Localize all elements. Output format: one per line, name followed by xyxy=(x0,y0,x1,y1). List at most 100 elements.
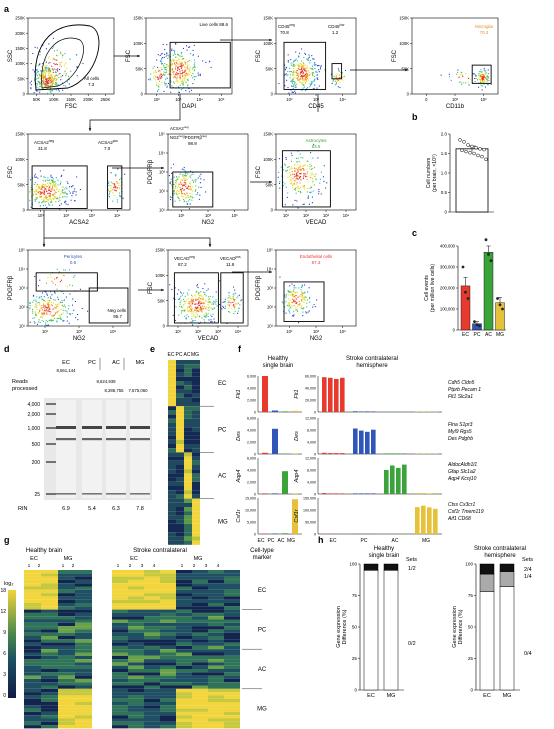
heat-cell xyxy=(176,511,184,516)
flow-event xyxy=(322,176,324,178)
flow-event xyxy=(38,186,40,188)
flow-event xyxy=(182,84,184,86)
heat-cell xyxy=(208,708,224,712)
heat-cell xyxy=(144,589,160,594)
flow-event xyxy=(289,285,291,287)
heat-cell xyxy=(176,570,192,574)
flow-event xyxy=(297,73,299,75)
flow-event xyxy=(215,291,217,293)
flow-event xyxy=(236,303,238,305)
flow-event xyxy=(302,165,304,167)
flow-event xyxy=(57,179,59,181)
heat-cell xyxy=(160,583,176,587)
flow-event xyxy=(35,73,37,75)
heat-cell xyxy=(144,652,160,656)
heat-cell xyxy=(192,511,200,516)
flow-event xyxy=(41,315,43,317)
bar xyxy=(322,377,327,412)
flow-event xyxy=(310,83,312,85)
flow-event xyxy=(178,55,180,57)
flow-event xyxy=(182,174,184,176)
heat-cell xyxy=(58,596,75,600)
flow-event xyxy=(191,303,193,305)
flow-event xyxy=(300,169,302,171)
flow-event xyxy=(39,82,41,84)
flow-event xyxy=(292,82,294,84)
flow-event xyxy=(33,321,35,323)
flow-event xyxy=(68,269,70,271)
flow-event xyxy=(40,197,42,199)
y-tick-label: 50K xyxy=(18,76,26,81)
bar xyxy=(365,431,370,454)
flow-event xyxy=(113,186,115,188)
flow-event xyxy=(303,185,305,187)
heat-cell xyxy=(192,385,200,390)
flow-event xyxy=(47,81,49,83)
heat-cell xyxy=(176,427,184,432)
x-tick-label: AC xyxy=(278,538,285,544)
flow-event xyxy=(292,65,294,67)
heat-cell xyxy=(176,603,192,607)
flow-event xyxy=(32,308,34,310)
flow-event xyxy=(195,298,197,300)
flow-event xyxy=(45,185,47,187)
flow-event xyxy=(178,59,180,61)
y-tick-label: 15,000 xyxy=(245,497,256,501)
heat-cell xyxy=(41,725,58,729)
gate-inner xyxy=(41,37,84,89)
flow-event xyxy=(176,72,178,74)
flow-event xyxy=(320,171,322,173)
flow-event xyxy=(182,310,184,312)
flow-event xyxy=(56,304,58,306)
flow-event xyxy=(291,185,293,187)
flow-event xyxy=(460,71,462,73)
flow-event xyxy=(166,83,168,85)
flow-event xyxy=(293,65,295,67)
heat-cell xyxy=(128,672,144,676)
group-label: EC xyxy=(130,556,138,562)
flow-event xyxy=(179,305,181,307)
flow-event xyxy=(48,324,50,326)
flow-event xyxy=(206,314,208,316)
flow-event xyxy=(71,313,73,315)
flow-event xyxy=(306,74,308,76)
heat-cell xyxy=(224,705,240,709)
flow-event xyxy=(44,72,46,74)
flow-event xyxy=(170,167,172,169)
flow-event xyxy=(44,184,46,186)
flow-event xyxy=(110,185,112,187)
flow-event xyxy=(312,174,314,176)
heat-cell xyxy=(176,626,192,630)
heat-cell xyxy=(24,603,41,607)
flow-event xyxy=(46,313,48,315)
flow-event xyxy=(37,77,39,79)
flow-event xyxy=(116,182,118,184)
flow-event xyxy=(177,86,179,88)
flow-event xyxy=(172,70,174,72)
heat-cell xyxy=(192,573,208,577)
heat-cell xyxy=(160,616,176,620)
flow-event xyxy=(288,298,290,300)
flow-event xyxy=(56,59,58,61)
heat-cell xyxy=(192,414,200,419)
heat-cell xyxy=(176,725,192,729)
heat-cell xyxy=(58,665,75,669)
flow-event xyxy=(57,298,59,300)
flow-event xyxy=(314,306,316,308)
flow-event xyxy=(190,298,192,300)
flow-event xyxy=(55,89,57,91)
flow-event xyxy=(480,77,482,79)
flow-event xyxy=(192,68,194,70)
flow-event xyxy=(480,74,482,76)
flow-event xyxy=(302,80,304,82)
y-tick-label: 100K xyxy=(263,157,273,162)
flow-event xyxy=(282,181,284,183)
data-point xyxy=(501,307,504,311)
flow-event xyxy=(52,319,54,321)
x-tick-label: MG xyxy=(496,332,504,338)
flow-event xyxy=(187,194,189,196)
flow-event xyxy=(199,310,201,312)
gate-label-base: ACSA2 xyxy=(170,126,184,131)
flow-event xyxy=(39,186,41,188)
flow-event xyxy=(46,67,48,69)
